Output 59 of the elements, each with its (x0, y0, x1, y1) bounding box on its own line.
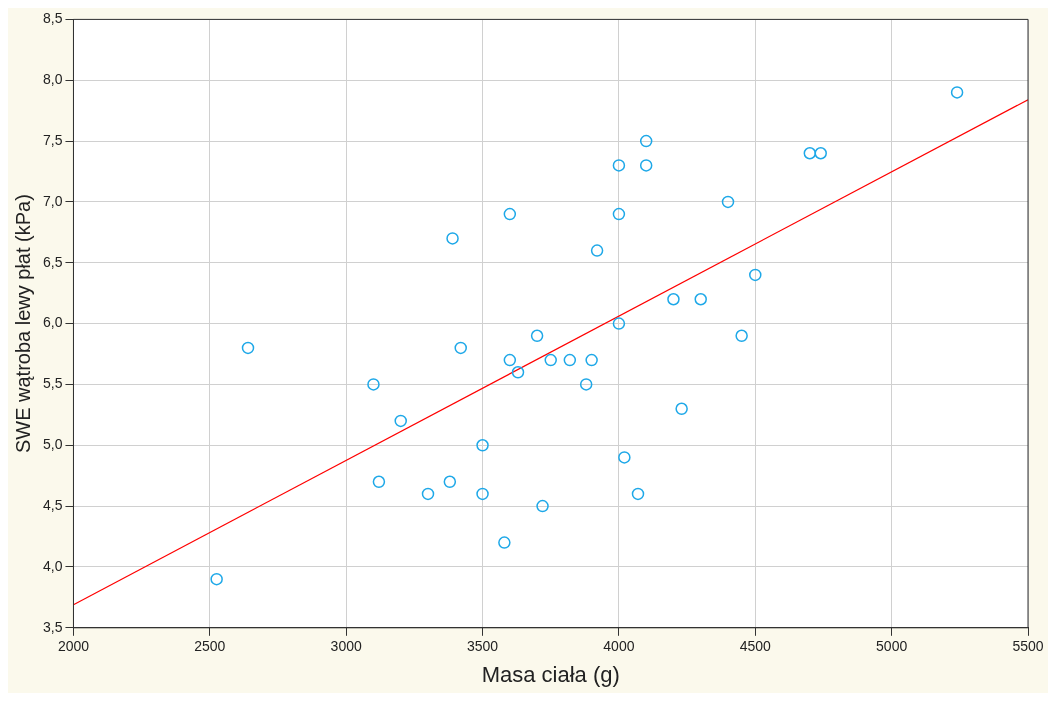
point (544, 353, 557, 367)
point (612, 317, 626, 330)
point (563, 353, 577, 367)
x-tick-label: 3000 (330, 638, 362, 655)
point (476, 439, 489, 452)
y-tick-label: 4,5 (42, 496, 63, 513)
point (511, 366, 525, 379)
point (372, 475, 386, 489)
point (803, 147, 817, 160)
point (241, 341, 255, 355)
point (476, 487, 489, 501)
point (579, 378, 593, 391)
x-tick-label: 2000 (57, 638, 90, 655)
y-tick-label: 5,0 (42, 436, 63, 453)
x-tick-label: 2500 (194, 638, 226, 655)
point (631, 487, 645, 501)
point (618, 451, 631, 464)
point (735, 329, 748, 343)
x-tick-label: 5500 (1012, 638, 1044, 655)
y-tick-label: 6,5 (42, 253, 63, 270)
y-tick-label: 8,0 (42, 71, 63, 88)
y-tick-label: 3,5 (42, 618, 63, 635)
point (446, 232, 459, 245)
point (749, 268, 762, 282)
y-tick-label: 6,0 (42, 314, 63, 331)
point (503, 353, 517, 367)
point (721, 195, 735, 209)
point (421, 487, 435, 501)
point (639, 159, 653, 172)
point (585, 353, 598, 367)
x-tick-label: 4000 (603, 638, 635, 655)
point (612, 159, 626, 172)
x-axis-title: Masa ciała (g) (481, 661, 620, 687)
point (394, 414, 407, 428)
x-tick-label: 4500 (739, 638, 772, 655)
point (639, 134, 653, 148)
y-tick-label: 5,5 (42, 375, 63, 392)
point (694, 293, 707, 306)
y-tick-label: 4,0 (42, 557, 63, 574)
x-tick-label: 5000 (876, 638, 908, 655)
point (667, 293, 680, 306)
point (443, 475, 457, 489)
point (530, 329, 544, 343)
y-tick-label: 8,5 (42, 10, 63, 27)
point (536, 499, 549, 513)
x-tick-label: 3500 (466, 638, 499, 655)
point (612, 207, 626, 221)
y-axis-title: SWE wątroba lewy płat (kPa) (11, 194, 34, 454)
point (675, 402, 688, 416)
y-tick-label: 7,5 (42, 131, 63, 148)
point (814, 147, 827, 160)
y-tick-label: 7,0 (42, 192, 63, 209)
point (210, 572, 223, 586)
point (950, 86, 964, 99)
point (454, 341, 467, 355)
point (367, 378, 380, 391)
point (498, 536, 511, 549)
point (590, 244, 604, 257)
point (503, 207, 517, 221)
